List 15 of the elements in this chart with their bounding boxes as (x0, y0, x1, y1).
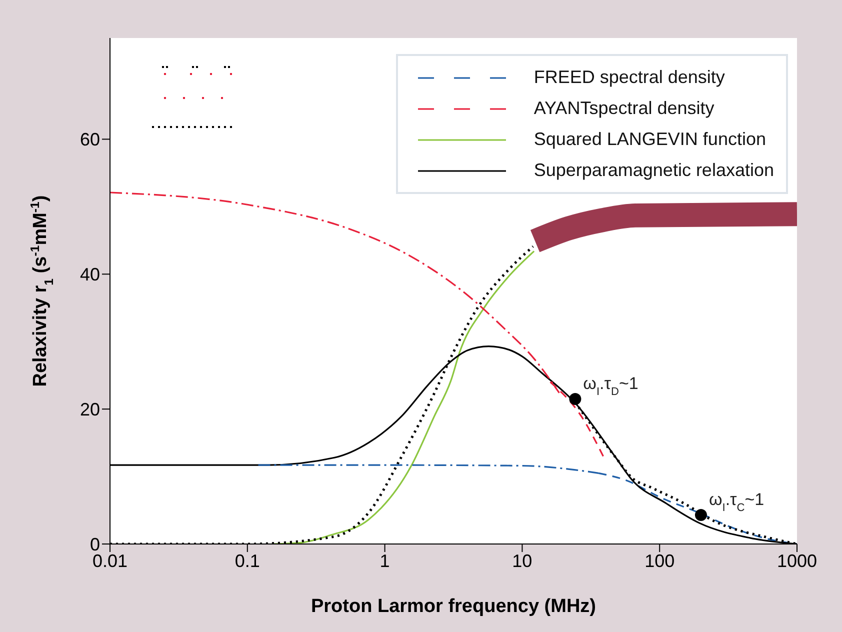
legend-label: FREED spectral density (534, 67, 725, 88)
legend-label: AYANTspectral density (534, 98, 714, 119)
y-tick-label: 20 (80, 399, 100, 420)
x-tick-label: 10 (512, 550, 532, 571)
x-tick-label: 0.1 (234, 550, 260, 571)
x-tick-label: 1 (380, 550, 390, 571)
y-tick-label: 60 (80, 130, 100, 150)
x-axis-title: Proton Larmor frequency (MHz) (310, 596, 596, 617)
x-tick-label: 1000 (776, 550, 818, 571)
y-tick-label: 40 (80, 264, 100, 285)
legend-label: Squared LANGEVIN function (534, 129, 766, 150)
annotation: ω$_{I}$.τ$_{C}$~1 (708, 490, 764, 514)
x-tick-label: 100 (644, 550, 675, 571)
legend-label: Superparamagnetic relaxation (534, 160, 774, 181)
annotation: ω$_{I}$.τ$_{D}$~1 (583, 374, 638, 398)
